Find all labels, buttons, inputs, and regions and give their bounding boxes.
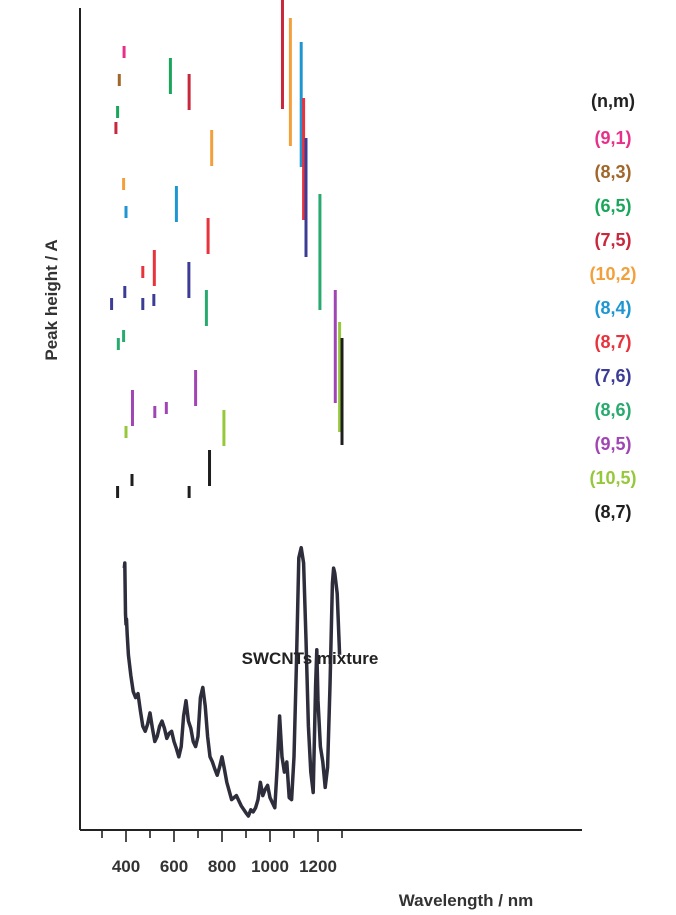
mixture-spectrum-line: [122, 545, 342, 818]
x-tick-label: 400: [112, 857, 140, 876]
x-ticks: 400 600 800 1000 1200: [101, 830, 343, 876]
legend-item: (10,5): [589, 468, 636, 488]
chirality-peaks: [110, 0, 344, 498]
mixture-spectrum: [122, 545, 342, 818]
mixture-label: SWCNTs mixture: [242, 649, 379, 668]
legend: (n,m) (9,1) (8,3) (6,5) (7,5) (10,2) (8,4) (8,…: [589, 91, 636, 522]
legend-item: (8,6): [594, 400, 631, 420]
x-tick-label: 600: [160, 857, 188, 876]
legend-item: (8,7): [594, 502, 631, 522]
legend-item: (8,3): [594, 162, 631, 182]
legend-item: (10,2): [589, 264, 636, 284]
legend-item: (8,4): [594, 298, 631, 318]
legend-title: (n,m): [591, 91, 635, 111]
x-tick-label: 1200: [299, 857, 337, 876]
axes: [79, 8, 582, 831]
legend-item: (6,5): [594, 196, 631, 216]
x-tick-label: 1000: [251, 857, 289, 876]
y-axis-title: Peak height / A: [42, 239, 61, 360]
legend-item: (7,5): [594, 230, 631, 250]
x-tick-label: 800: [208, 857, 236, 876]
x-axis-title: Wavelength / nm: [399, 891, 533, 910]
legend-item: (7,6): [594, 366, 631, 386]
legend-item: (9,1): [594, 128, 631, 148]
legend-item: (9,5): [594, 434, 631, 454]
legend-item: (8,7): [594, 332, 631, 352]
